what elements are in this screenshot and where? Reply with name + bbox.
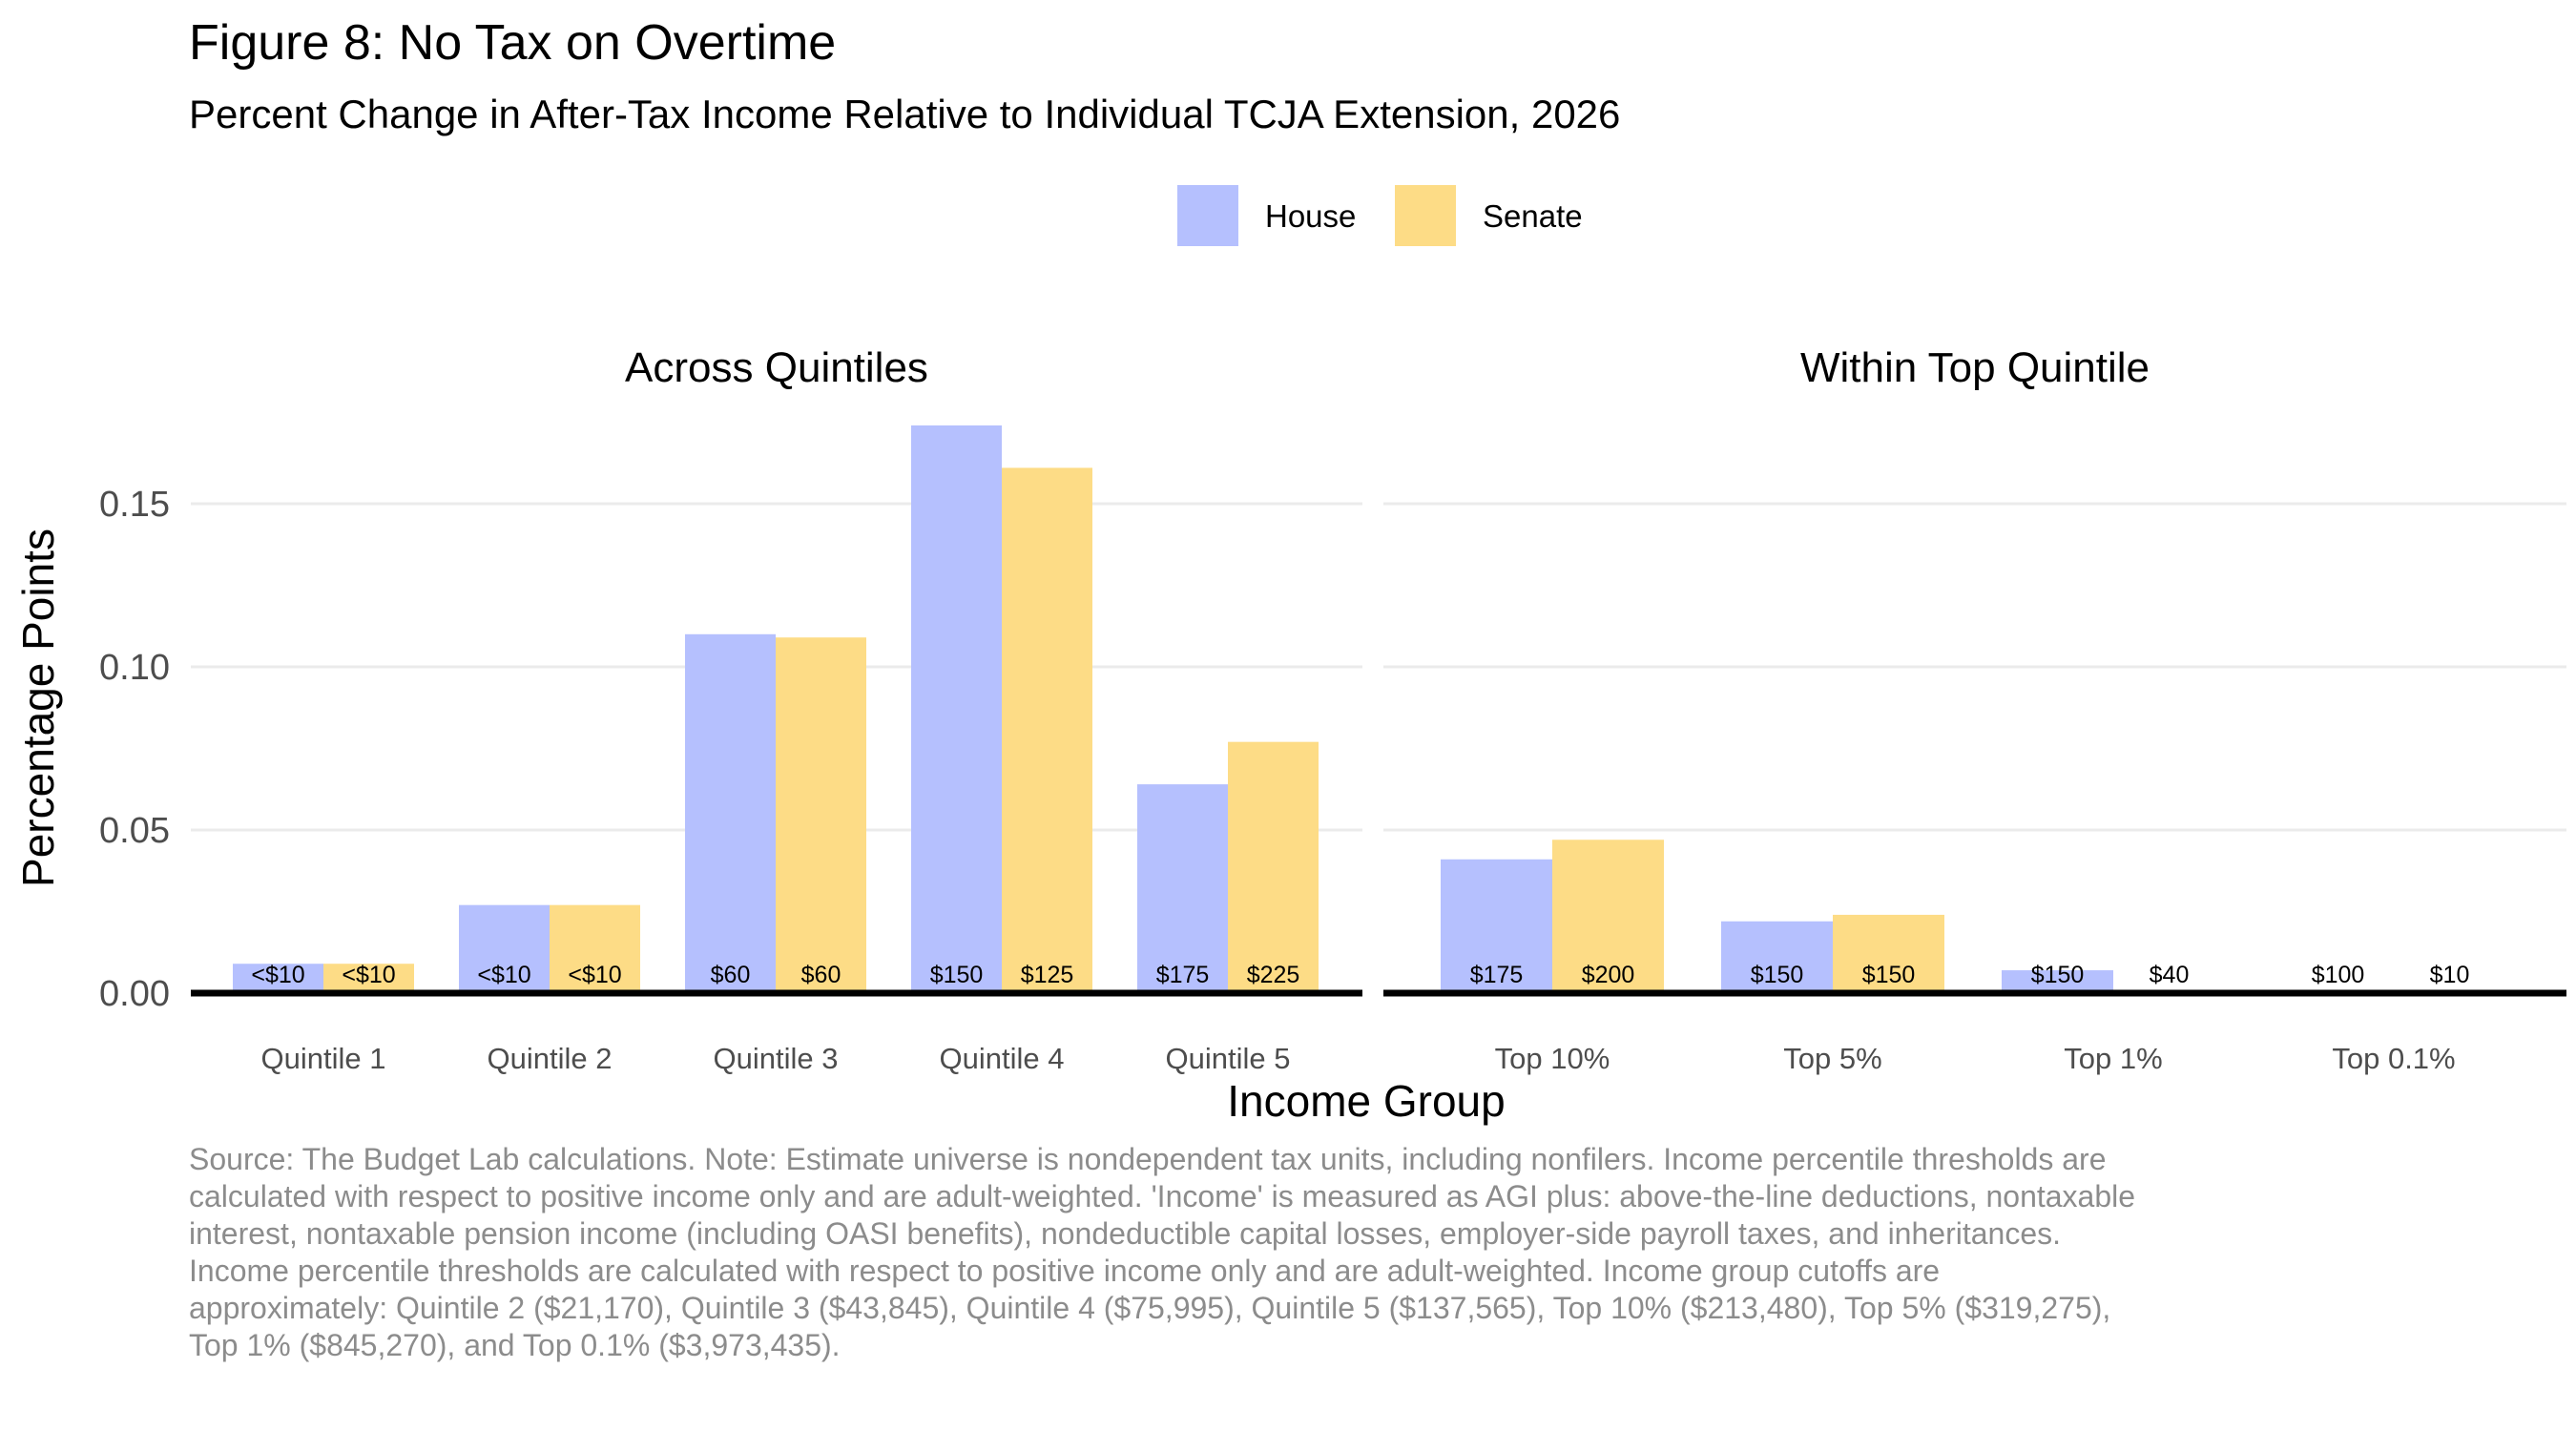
data-label-senate-quintile-5: $225 (1247, 962, 1300, 988)
bar-senate-quintile-2 (550, 904, 640, 993)
x-tick-label-quintile-2: Quintile 2 (488, 1042, 613, 1075)
bar-senate-top-10- (1552, 840, 1664, 993)
x-tick-label-quintile-5: Quintile 5 (1166, 1042, 1291, 1075)
x-tick-label-top-1-: Top 1% (2064, 1042, 2162, 1075)
legend-label-house: House (1265, 198, 1356, 234)
bar-house-quintile-2 (459, 904, 550, 993)
data-label-senate-top-5-: $150 (1862, 962, 1916, 988)
source-note: Source: The Budget Lab calculations. Not… (189, 1142, 2136, 1362)
x-axis-title: Income Group (1227, 1076, 1505, 1126)
x-tick-label-quintile-1: Quintile 1 (261, 1042, 386, 1075)
y-tick-label-0: 0.00 (99, 974, 170, 1014)
data-label-house-quintile-5: $175 (1156, 962, 1210, 988)
plot-area: <$10 <$10 Quintile 1 <$10 <$10 Quintile 2 $60 $… (191, 425, 2566, 1075)
bar-house-quintile-3 (685, 633, 776, 993)
legend-swatch-senate (1395, 185, 1456, 246)
x-tick-label-top-10-: Top 10% (1495, 1042, 1610, 1075)
x-tick-label-top-5-: Top 5% (1783, 1042, 1881, 1075)
data-label-senate-quintile-2: <$10 (568, 962, 621, 988)
data-label-senate-quintile-1: <$10 (342, 962, 395, 988)
data-label-house-top-1-: $150 (2031, 962, 2085, 988)
y-axis-title: Percentage Points (13, 529, 63, 887)
panel-title-top-quintile: Within Top Quintile (1800, 344, 2150, 391)
data-label-house-quintile-2: <$10 (477, 962, 530, 988)
data-label-house-top-10-: $175 (1470, 962, 1524, 988)
legend: House Senate (1177, 185, 1583, 246)
bar-senate-quintile-1 (323, 964, 414, 993)
legend-label-senate: Senate (1483, 198, 1583, 234)
bar-senate-top-5- (1833, 914, 1944, 993)
data-label-house-quintile-1: <$10 (251, 962, 304, 988)
data-label-house-top-5-: $150 (1751, 962, 1804, 988)
bar-senate-quintile-5 (1228, 741, 1319, 993)
y-axis: 0.00 0.05 0.10 0.15 (99, 485, 170, 1014)
bar-house-top-10- (1441, 859, 1552, 993)
data-label-senate-top-10-: $200 (1582, 962, 1635, 988)
data-label-house-quintile-4: $150 (930, 962, 984, 988)
chart-subtitle: Percent Change in After-Tax Income Relat… (189, 92, 1620, 136)
bar-house-top-5- (1721, 921, 1833, 993)
data-label-house-quintile-3: $60 (711, 962, 751, 988)
x-tick-label-quintile-4: Quintile 4 (940, 1042, 1065, 1075)
y-tick-label-3: 0.15 (99, 485, 170, 525)
legend-swatch-house (1177, 185, 1238, 246)
chart-title: Figure 8: No Tax on Overtime (189, 15, 836, 71)
data-label-senate-top-1-: $40 (2150, 962, 2190, 988)
data-label-senate-quintile-3: $60 (801, 962, 841, 988)
bar-senate-quintile-4 (1002, 467, 1092, 993)
y-tick-label-2: 0.10 (99, 648, 170, 688)
panel-title-quintiles: Across Quintiles (625, 344, 928, 391)
data-label-senate-quintile-4: $125 (1021, 962, 1074, 988)
data-label-senate-top-0-1-: $10 (2430, 962, 2470, 988)
bar-house-quintile-4 (911, 425, 1002, 993)
bar-house-quintile-1 (233, 964, 323, 993)
bar-house-quintile-5 (1137, 784, 1228, 993)
x-tick-label-quintile-3: Quintile 3 (714, 1042, 839, 1075)
bar-house-top-1- (2002, 970, 2113, 993)
data-label-house-top-0-1-: $100 (2312, 962, 2365, 988)
bar-senate-quintile-3 (776, 637, 866, 993)
y-tick-label-1: 0.05 (99, 811, 170, 851)
x-tick-label-top-0-1-: Top 0.1% (2332, 1042, 2455, 1075)
